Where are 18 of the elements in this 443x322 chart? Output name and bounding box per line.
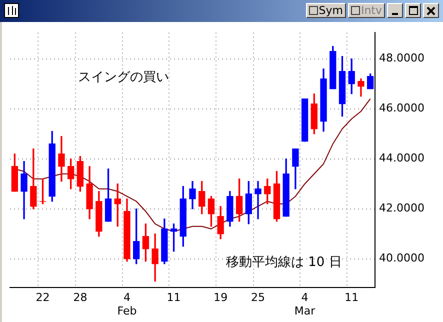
x-tick-label: 28 xyxy=(73,291,88,304)
y-tick-label: 42.0000 xyxy=(379,202,424,215)
text: Intv xyxy=(348,3,385,18)
annotation: スイングの買い xyxy=(78,70,169,85)
text: Sym xyxy=(306,3,346,18)
y-tick-label: 40.0000 xyxy=(379,252,424,265)
y-tick-label: 48.0000 xyxy=(379,52,424,65)
y-tick-label: 46.0000 xyxy=(379,102,424,115)
x-tick-label: 4 Mar xyxy=(294,291,316,318)
x-tick-label: 22 xyxy=(36,291,50,304)
x-tick-label: 25 xyxy=(251,291,266,304)
x-tick-label: 11 xyxy=(166,291,181,304)
x-tick-label: 19 xyxy=(214,291,228,304)
candlestick xyxy=(254,181,262,220)
x-tick-label: 4 Feb xyxy=(117,291,137,318)
x-tick-label: 11 xyxy=(344,291,359,304)
annotation: 移動平均線は 10 日 xyxy=(226,254,342,270)
y-tick-label: 44.0000 xyxy=(379,152,424,165)
